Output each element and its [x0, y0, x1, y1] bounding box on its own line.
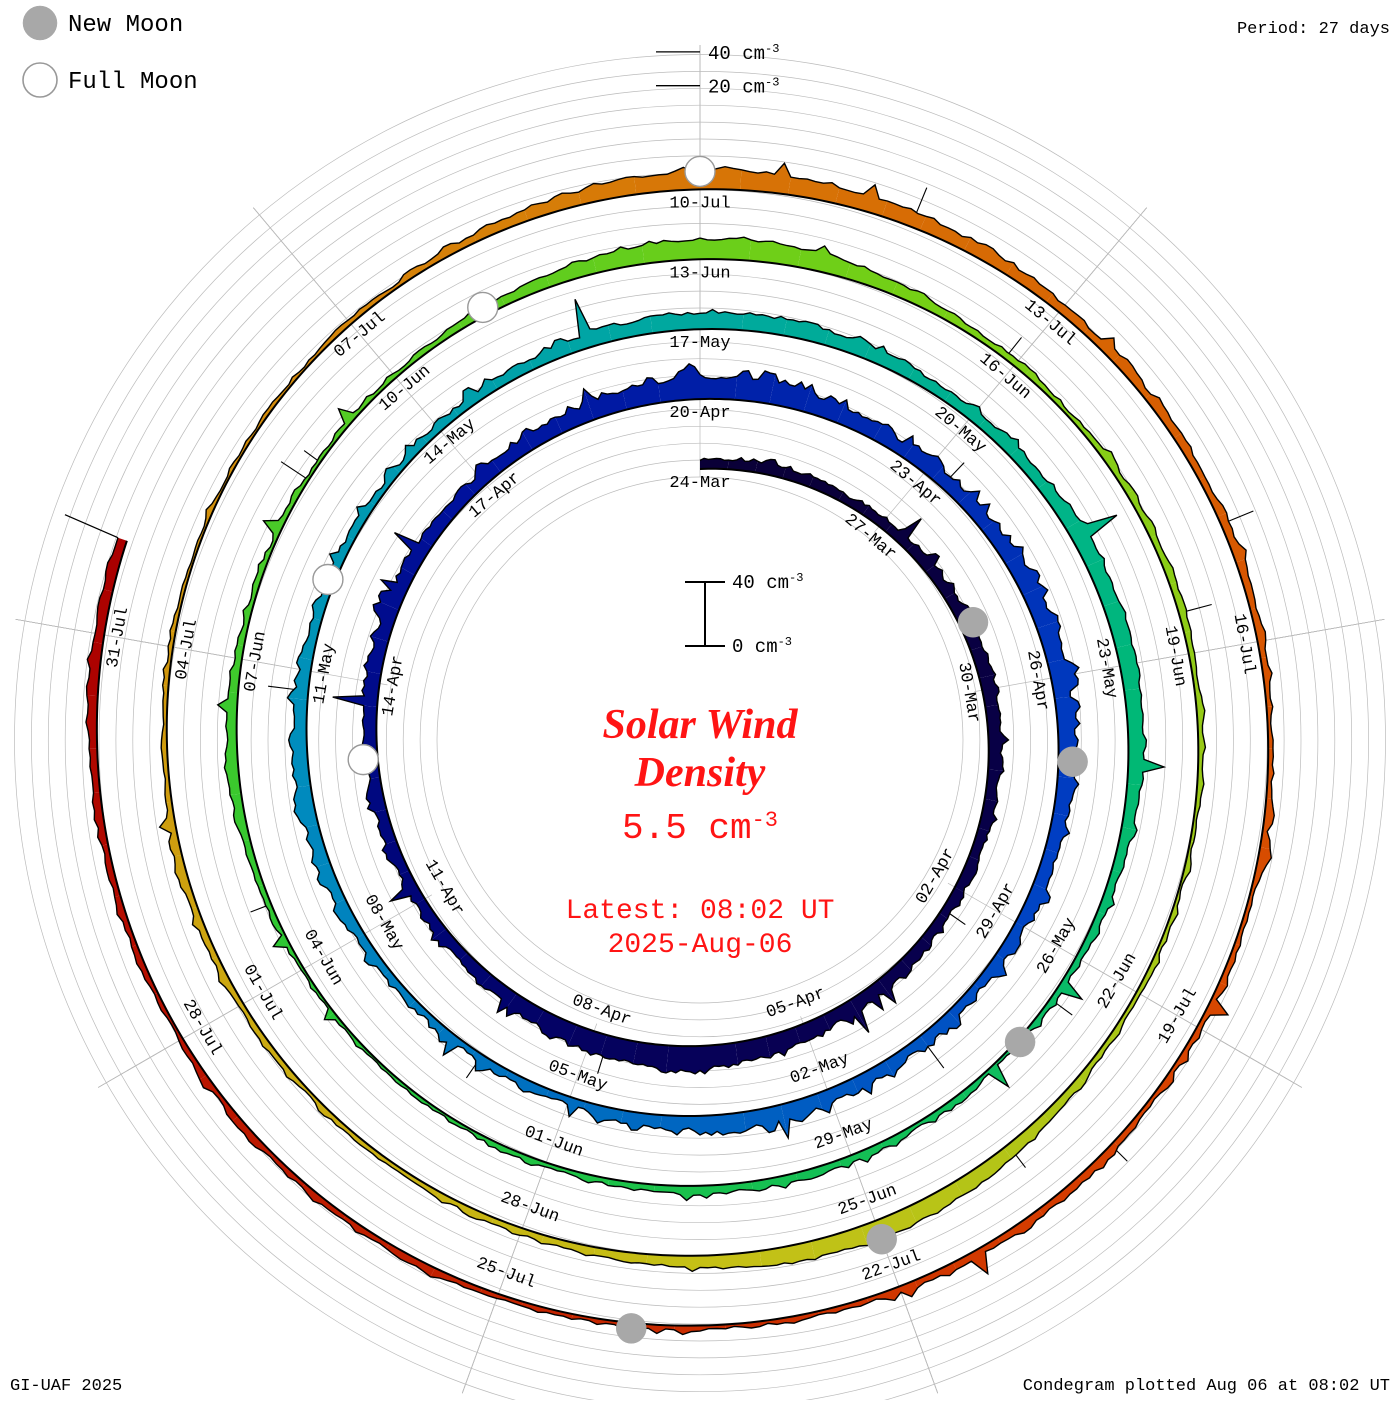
svg-text:Solar Wind: Solar Wind	[603, 702, 799, 748]
svg-text:Condegram plotted Aug 06 at 08: Condegram plotted Aug 06 at 08:02 UT	[1023, 1377, 1390, 1396]
svg-text:17-May: 17-May	[669, 334, 730, 353]
svg-text:Full Moon: Full Moon	[68, 69, 198, 96]
svg-text:Period: 27 days: Period: 27 days	[1237, 20, 1390, 39]
svg-text:13-Jun: 13-Jun	[669, 264, 730, 283]
svg-text:24-Mar: 24-Mar	[669, 474, 730, 493]
svg-text:20-Apr: 20-Apr	[669, 404, 730, 423]
svg-text:10-Jul: 10-Jul	[669, 194, 730, 213]
svg-text:Density: Density	[634, 750, 766, 796]
svg-text:Latest: 08:02 UT: Latest: 08:02 UT	[566, 896, 835, 927]
svg-text:GI-UAF 2025: GI-UAF 2025	[10, 1377, 122, 1396]
svg-text:New Moon: New Moon	[68, 12, 183, 39]
svg-text:2025-Aug-06: 2025-Aug-06	[608, 930, 793, 961]
